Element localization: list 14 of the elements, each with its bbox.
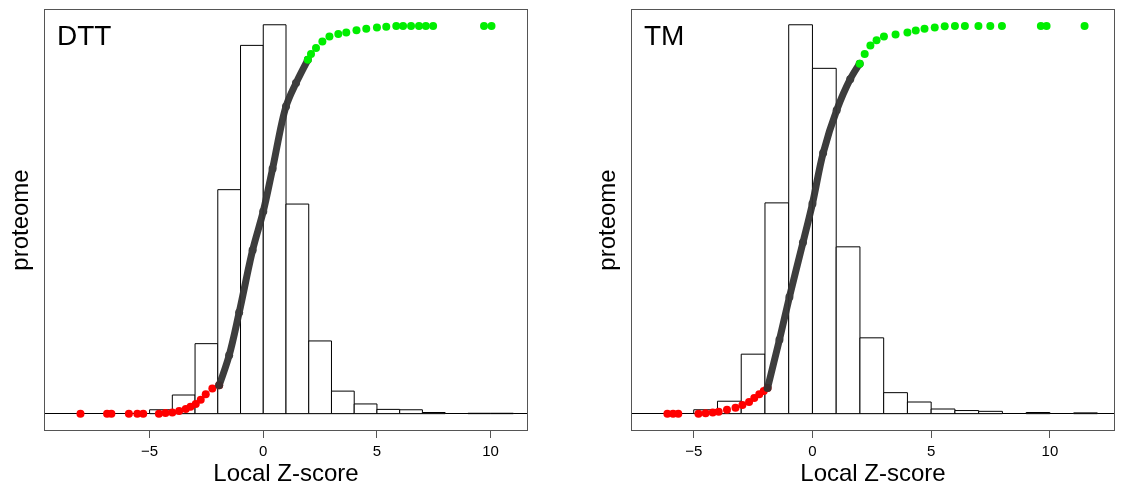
y-axis-title: proteome	[6, 169, 34, 271]
x-tick-label: 0	[808, 442, 817, 459]
x-tick-label: 0	[259, 442, 268, 459]
x-tick-label: 5	[372, 442, 382, 459]
x-tick-label: −5	[141, 442, 159, 459]
x-axis-title: Local Z-score	[800, 459, 946, 487]
x-tick-label: 10	[482, 442, 499, 459]
chart-title: TM	[644, 20, 685, 51]
x-tick-label: 10	[1041, 442, 1059, 459]
x-tick-label: 5	[927, 442, 936, 459]
chart-title: DTT	[57, 20, 112, 51]
x-axis-title: Local Z-score	[213, 459, 359, 487]
y-axis-title: proteome	[593, 169, 621, 271]
x-tick-label: −5	[685, 442, 703, 459]
